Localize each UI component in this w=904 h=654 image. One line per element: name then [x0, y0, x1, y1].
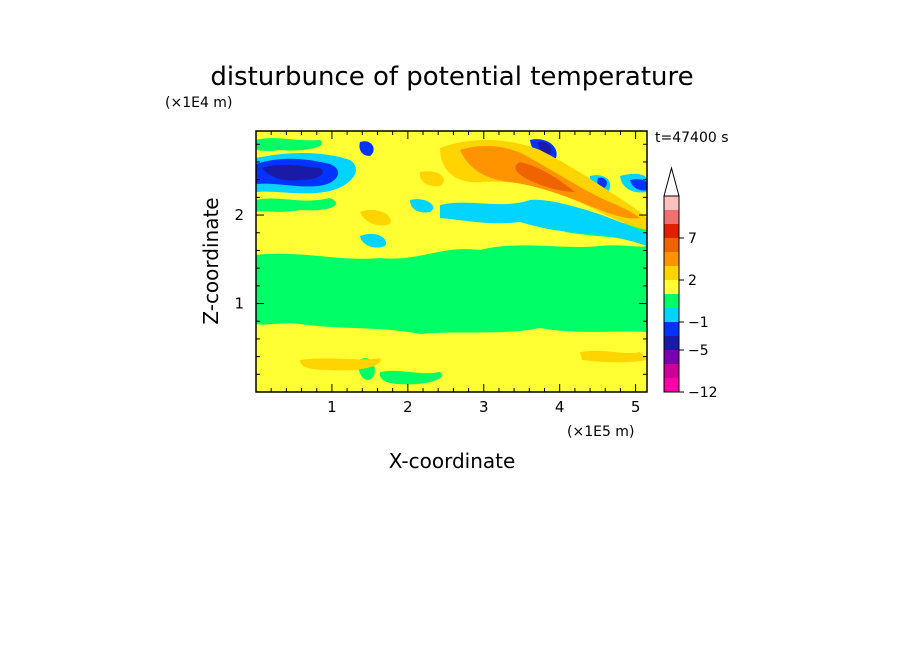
x-tick-label: 1 [327, 398, 337, 416]
colorbar-swatch [664, 308, 679, 322]
x-tick-label: 4 [555, 398, 565, 416]
colorbar-swatch [664, 210, 679, 224]
green-patch-bottom [379, 370, 442, 385]
colorbar-swatch [664, 336, 679, 350]
cyan-patch-center [410, 199, 434, 213]
x-axis-label: X-coordinate [389, 449, 516, 473]
x-tick-label: 3 [479, 398, 489, 416]
colorbar-swatch [664, 238, 679, 252]
blue-core-edge [630, 179, 647, 191]
colorbar-swatch [664, 364, 679, 378]
colorbar-label: −12 [688, 385, 718, 401]
colorbar-label: −1 [688, 315, 709, 331]
orange-patch-low [300, 358, 381, 371]
colorbar-label: 7 [688, 231, 697, 247]
x-axis: 1 2 3 4 5 [270, 131, 641, 416]
colorbar-swatch [664, 378, 679, 392]
colorbar-swatch [664, 350, 679, 364]
y-tick-label: 1 [234, 295, 244, 313]
colorbar-swatch [664, 266, 679, 280]
y-axis: 12 [234, 143, 647, 375]
chart-title: disturbunce of potential temperature [210, 62, 693, 92]
y-axis-label: Z-coordinate [199, 197, 223, 324]
x-tick-label: 5 [631, 398, 641, 416]
plot-frame [255, 130, 648, 393]
time-label: t=47400 s [655, 130, 729, 146]
green-mid-band [256, 245, 647, 334]
colorbar-swatch [664, 280, 679, 294]
red-warm-core [515, 162, 575, 192]
contour-field [256, 131, 647, 392]
green-patch-top [256, 138, 322, 151]
blue-core-small [359, 141, 374, 156]
colorbar: −12−5−127 [663, 166, 718, 401]
cyan-right-band [440, 199, 647, 246]
x-tick-label: 2 [403, 398, 413, 416]
orange-patch-mid [419, 171, 444, 187]
cyan-patch-mid [360, 233, 386, 248]
colorbar-swatch [664, 196, 679, 210]
colorbar-frame [663, 195, 680, 393]
orange-patch-left [360, 209, 391, 226]
colorbar-extend-arrow [663, 166, 680, 197]
green-patch-upper-left [256, 198, 336, 212]
colorbar-label: 2 [688, 273, 697, 289]
orange-patch-bottom [580, 350, 647, 363]
colorbar-label: −5 [688, 343, 709, 359]
y-tick-label: 2 [234, 206, 244, 224]
colorbar-swatch [664, 224, 679, 238]
x-unit-label: (×1E5 m) [567, 424, 634, 440]
colorbar-swatch [664, 322, 679, 336]
y-unit-label: (×1E4 m) [165, 95, 232, 111]
colorbar-swatch [664, 252, 679, 266]
colorbar-swatch [664, 294, 679, 308]
darkblue-core-left [262, 164, 323, 181]
